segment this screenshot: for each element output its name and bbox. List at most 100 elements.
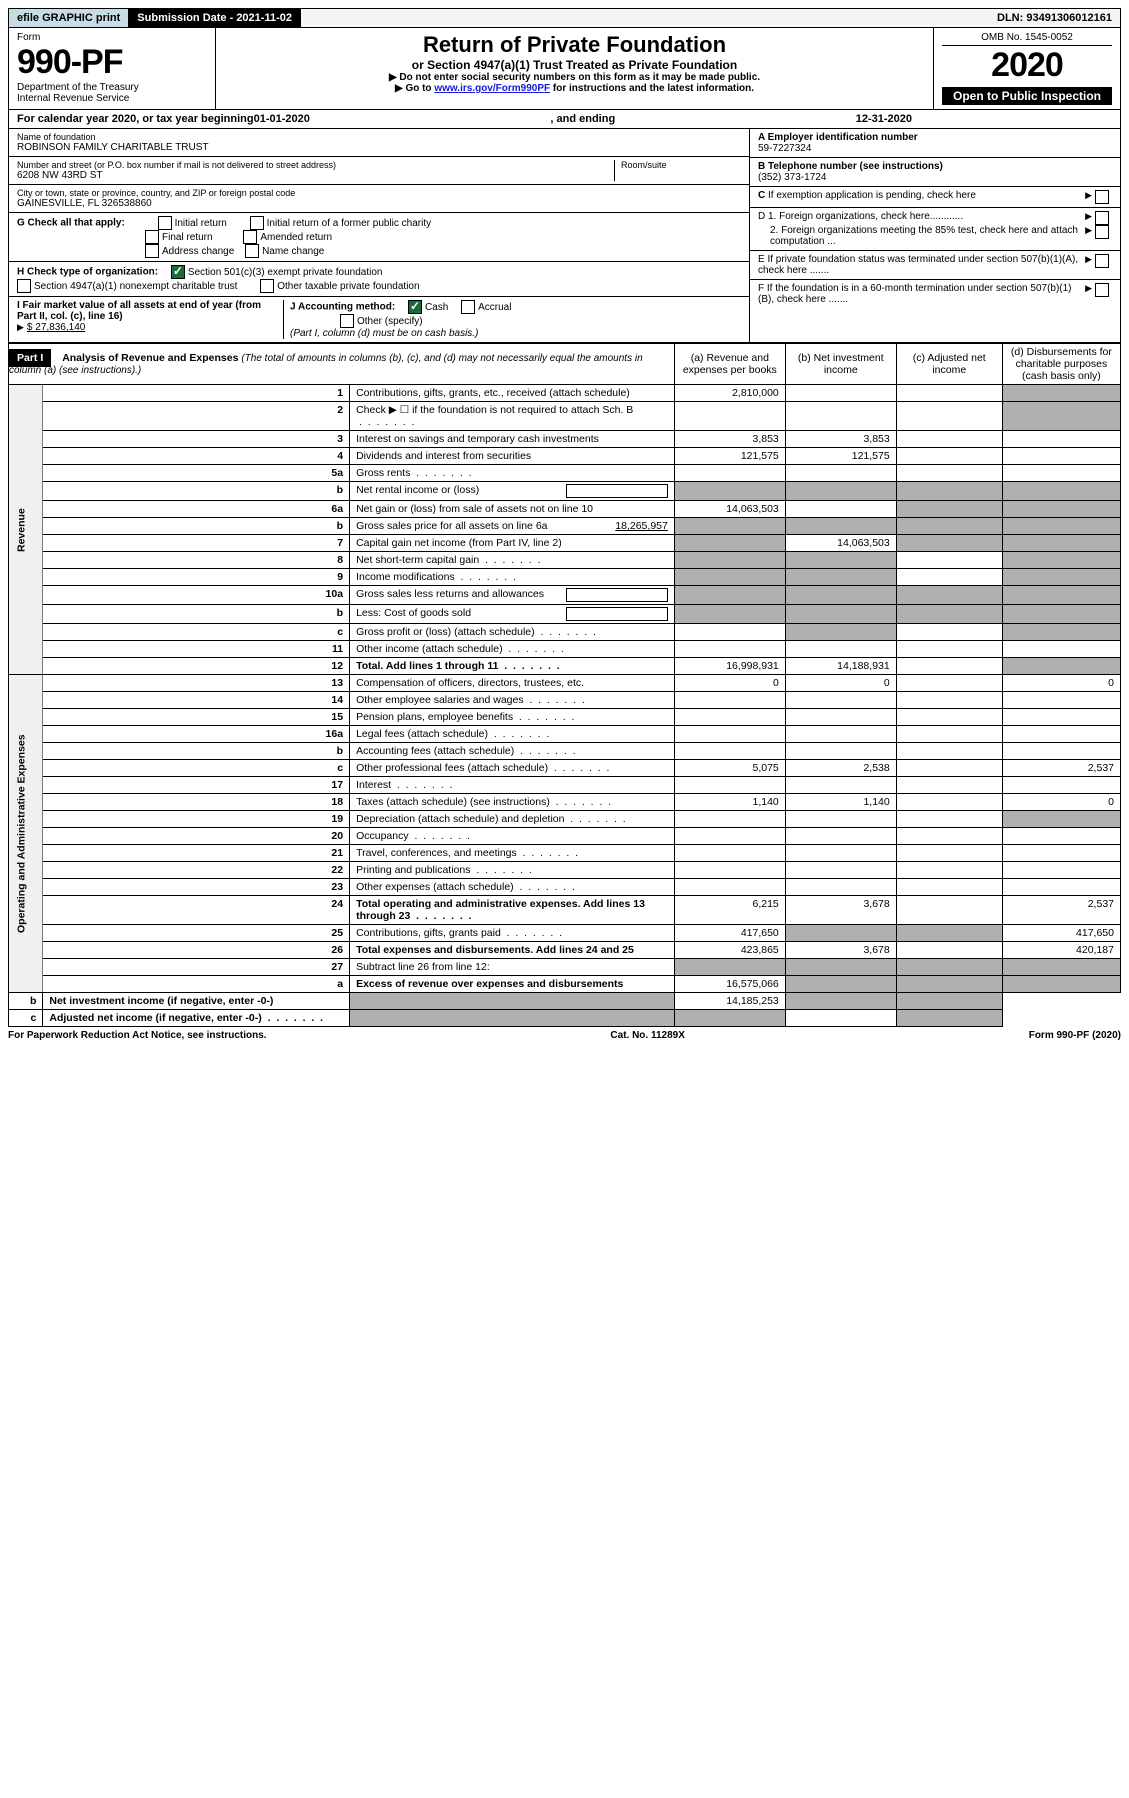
cell	[350, 1010, 675, 1027]
d2-label: 2. Foreign organizations meeting the 85%…	[758, 225, 1085, 247]
form-subtitle: or Section 4947(a)(1) Trust Treated as P…	[224, 58, 925, 72]
cell	[896, 518, 1002, 535]
line-desc: Total. Add lines 1 through 11 . . . . . …	[350, 658, 675, 675]
street-address: 6208 NW 43RD ST	[17, 170, 614, 181]
exemption-pending-checkbox[interactable]	[1095, 190, 1109, 204]
foreign-org-checkbox[interactable]	[1095, 211, 1109, 225]
line-number: 26	[43, 942, 350, 959]
cash-checkbox[interactable]	[408, 300, 422, 314]
cell	[785, 993, 896, 1010]
name-label: Name of foundation	[17, 132, 741, 142]
cell	[896, 641, 1002, 658]
table-row: 9 Income modifications . . . . . . .	[9, 569, 1121, 586]
4947a1-checkbox[interactable]	[17, 279, 31, 293]
line-number: a	[43, 976, 350, 993]
instruction-2: ▶ Go to www.irs.gov/Form990PF for instru…	[224, 83, 925, 94]
footer-left: For Paperwork Reduction Act Notice, see …	[8, 1030, 267, 1041]
60month-checkbox[interactable]	[1095, 283, 1109, 297]
expenses-section-label: Operating and Administrative Expenses	[9, 675, 43, 993]
cell	[1002, 692, 1120, 709]
page-footer: For Paperwork Reduction Act Notice, see …	[8, 1027, 1121, 1044]
cell	[896, 811, 1002, 828]
line-desc: Excess of revenue over expenses and disb…	[350, 976, 675, 993]
status-terminated-checkbox[interactable]	[1095, 254, 1109, 268]
cell	[1002, 828, 1120, 845]
initial-former-checkbox[interactable]	[250, 216, 264, 230]
year-begin: 01-01-2020	[254, 113, 310, 125]
cell: 0	[674, 675, 785, 692]
cell	[674, 709, 785, 726]
cell	[896, 402, 1002, 431]
cell	[1002, 501, 1120, 518]
col-b-header: (b) Net investment income	[785, 344, 896, 385]
line-desc: Income modifications . . . . . . .	[350, 569, 675, 586]
cell	[896, 828, 1002, 845]
foreign-85-checkbox[interactable]	[1095, 225, 1109, 239]
accrual-checkbox[interactable]	[461, 300, 475, 314]
cell	[785, 692, 896, 709]
line-number: 17	[43, 777, 350, 794]
name-change-checkbox[interactable]	[245, 244, 259, 258]
line-desc: Check ▶ ☐ if the foundation is not requi…	[350, 402, 675, 431]
col-d-header: (d) Disbursements for charitable purpose…	[1002, 344, 1120, 385]
initial-return-checkbox[interactable]	[158, 216, 172, 230]
line-number: 23	[43, 879, 350, 896]
cell	[896, 482, 1002, 501]
cell: 0	[1002, 794, 1120, 811]
final-return-checkbox[interactable]	[145, 230, 159, 244]
cell	[896, 794, 1002, 811]
line-number: 19	[43, 811, 350, 828]
cell	[785, 641, 896, 658]
cell	[785, 482, 896, 501]
open-inspection: Open to Public Inspection	[942, 87, 1112, 105]
cell	[1002, 605, 1120, 624]
identity-section: Name of foundation ROBINSON FAMILY CHARI…	[8, 129, 1121, 343]
line-number: 24	[43, 896, 350, 925]
cell	[896, 743, 1002, 760]
cell	[785, 777, 896, 794]
footer-center: Cat. No. 11289X	[610, 1030, 684, 1041]
table-row: 25 Contributions, gifts, grants paid . .…	[9, 925, 1121, 942]
cell	[1002, 726, 1120, 743]
form-link[interactable]: www.irs.gov/Form990PF	[434, 83, 550, 94]
cell	[785, 569, 896, 586]
table-row: c Adjusted net income (if negative, ente…	[9, 1010, 1121, 1027]
table-row: Revenue 1 Contributions, gifts, grants, …	[9, 385, 1121, 402]
table-row: 14 Other employee salaries and wages . .…	[9, 692, 1121, 709]
irs-label: Internal Revenue Service	[17, 93, 207, 104]
cell	[674, 828, 785, 845]
501c3-checkbox[interactable]	[171, 265, 185, 279]
cell	[674, 845, 785, 862]
table-row: 7 Capital gain net income (from Part IV,…	[9, 535, 1121, 552]
amended-return-checkbox[interactable]	[243, 230, 257, 244]
section-c-label: If exemption application is pending, che…	[768, 190, 976, 201]
other-method-checkbox[interactable]	[340, 314, 354, 328]
table-row: b Net investment income (if negative, en…	[9, 993, 1121, 1010]
phone-label: B Telephone number (see instructions)	[758, 161, 943, 172]
cell	[896, 845, 1002, 862]
table-row: 26 Total expenses and disbursements. Add…	[9, 942, 1121, 959]
cell	[785, 402, 896, 431]
line-desc: Depreciation (attach schedule) and deple…	[350, 811, 675, 828]
line-number: 15	[43, 709, 350, 726]
line-desc: Other employee salaries and wages . . . …	[350, 692, 675, 709]
cell	[785, 726, 896, 743]
line-number: 8	[43, 552, 350, 569]
line-desc: Less: Cost of goods sold	[350, 605, 675, 624]
cell	[1002, 959, 1120, 976]
cell	[1002, 624, 1120, 641]
cell	[896, 465, 1002, 482]
footer-right: Form 990-PF (2020)	[1029, 1030, 1121, 1041]
address-change-checkbox[interactable]	[145, 244, 159, 258]
cell	[1002, 448, 1120, 465]
line-desc: Compensation of officers, directors, tru…	[350, 675, 675, 692]
cell	[896, 959, 1002, 976]
cell	[1002, 845, 1120, 862]
cell	[350, 993, 675, 1010]
other-taxable-checkbox[interactable]	[260, 279, 274, 293]
cell	[896, 624, 1002, 641]
line-number: 18	[43, 794, 350, 811]
line-number: b	[9, 993, 43, 1010]
revenue-section-label: Revenue	[9, 385, 43, 675]
cell	[896, 879, 1002, 896]
